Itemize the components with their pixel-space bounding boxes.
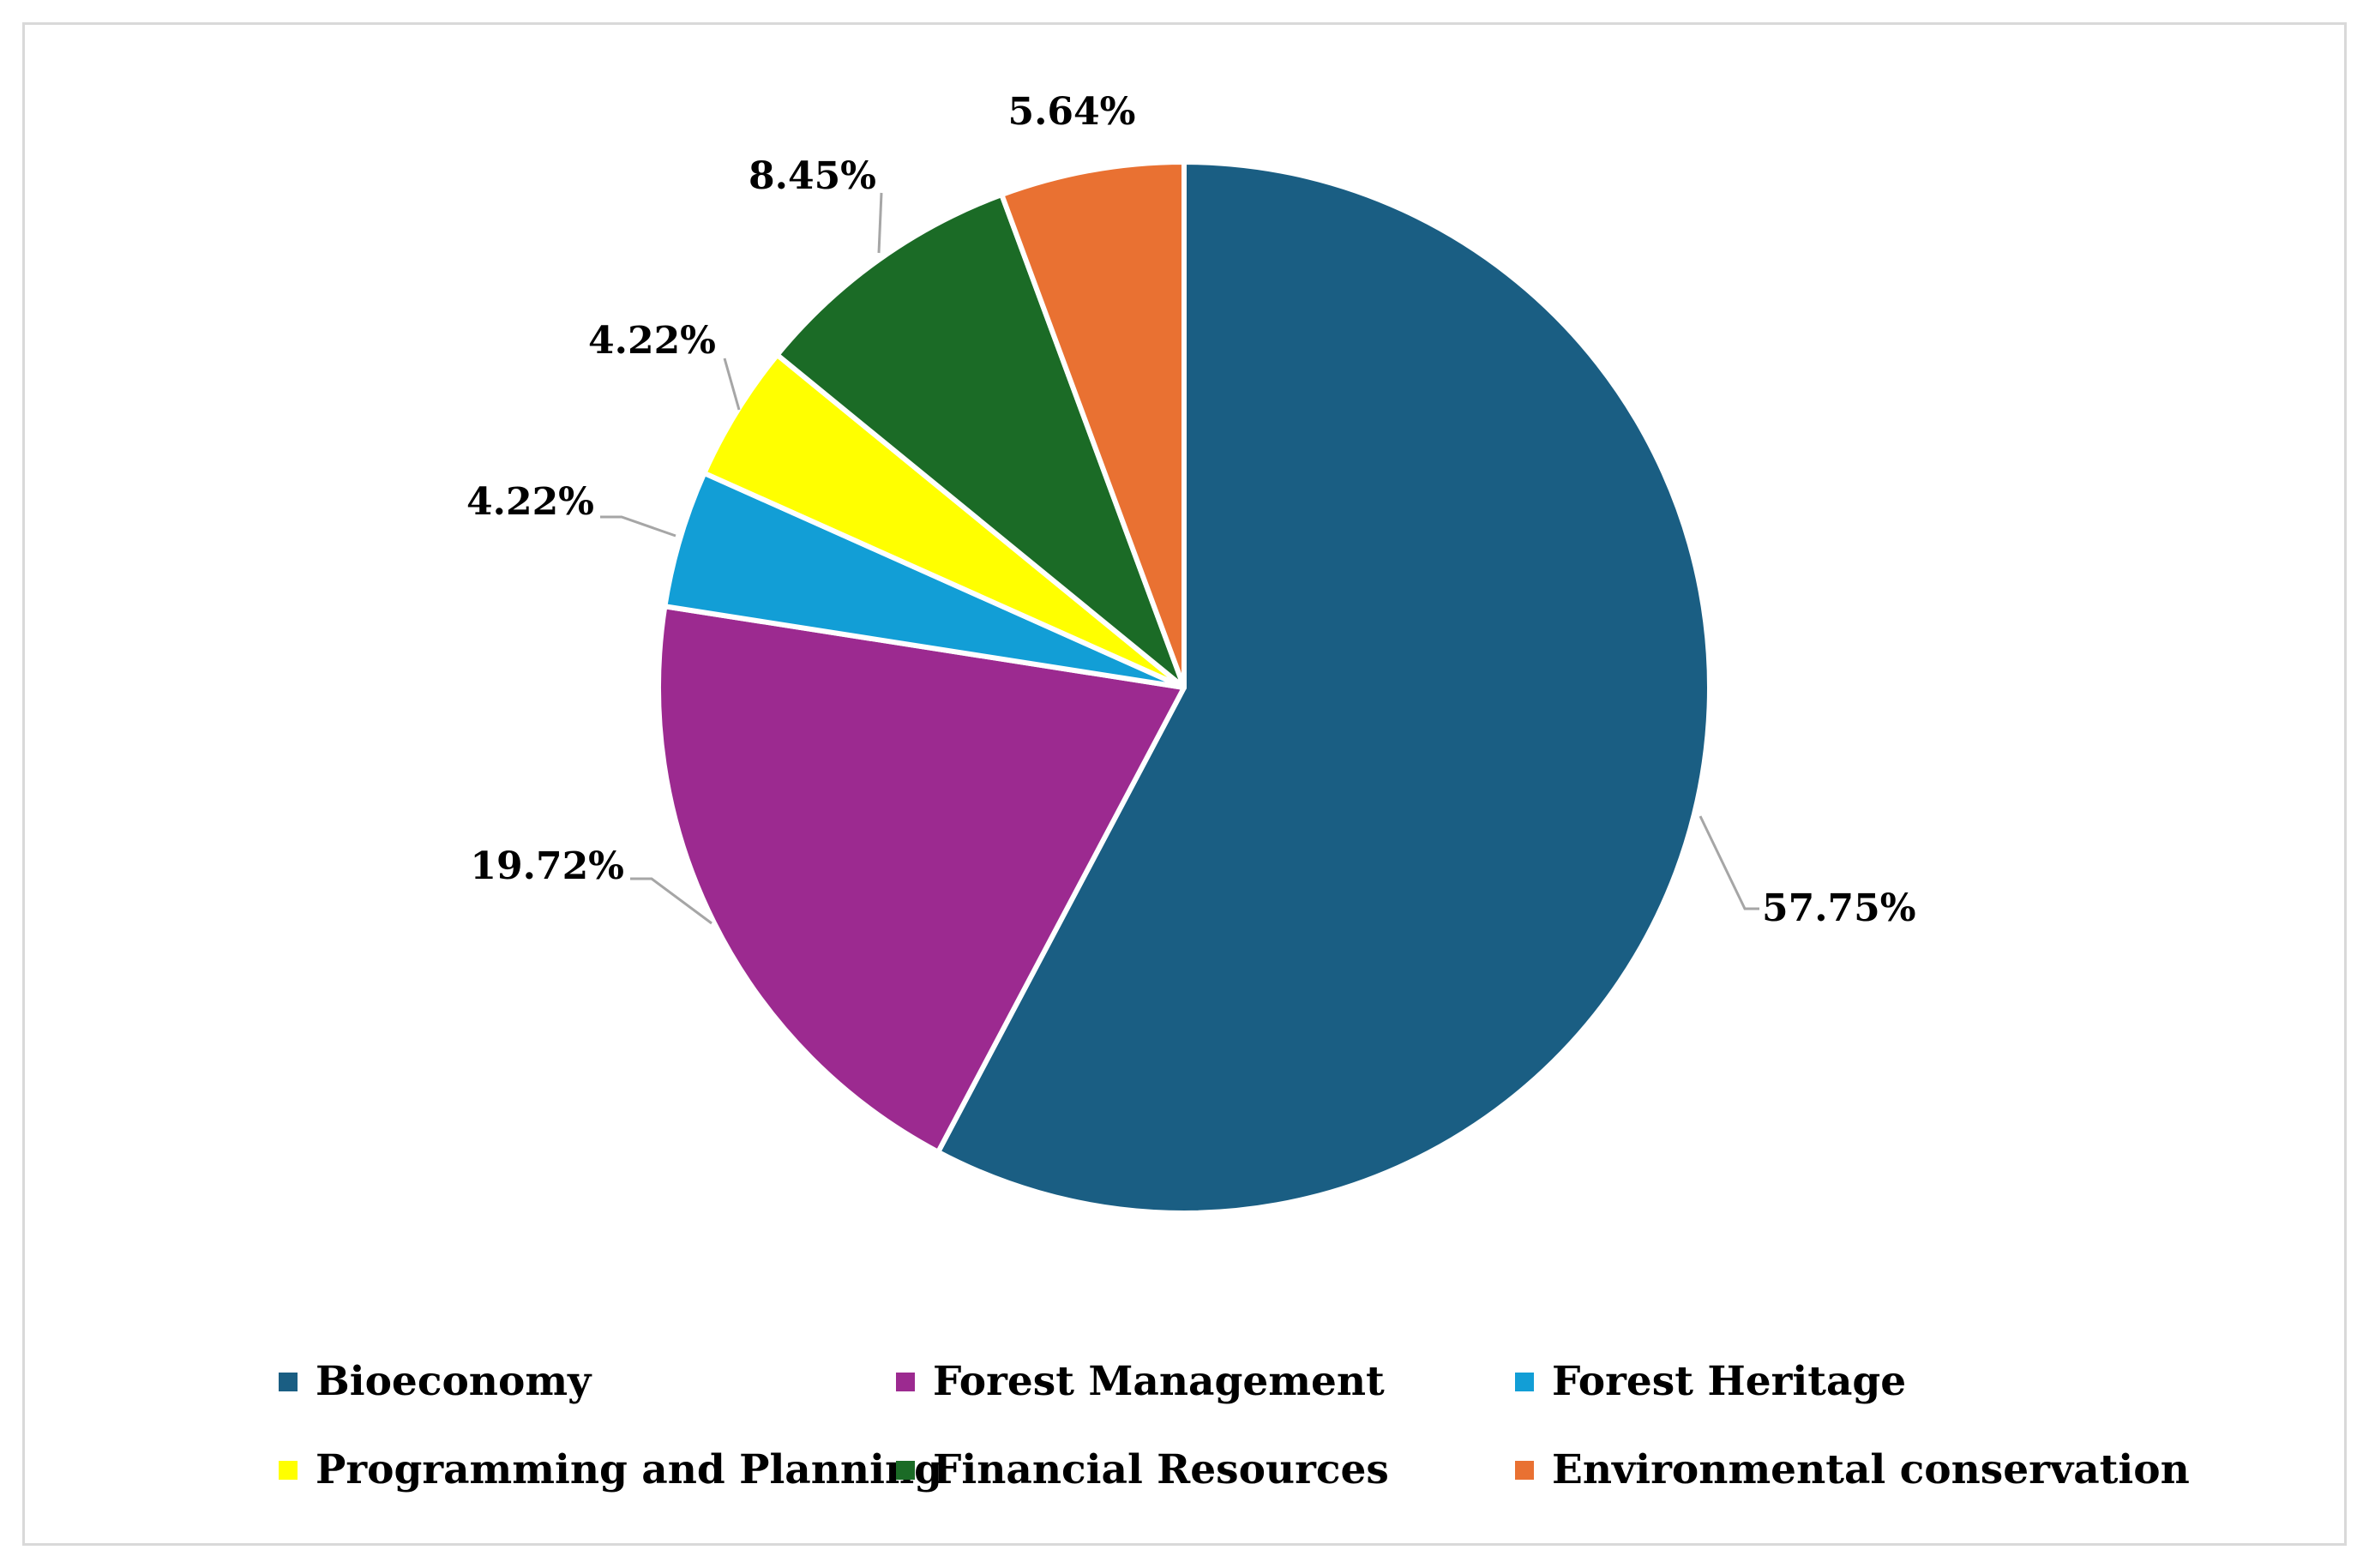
data-label: 57.75% — [1762, 886, 1916, 930]
legend-label: Forest Management — [933, 1358, 1385, 1405]
legend-item-bioeconomy: Bioeconomy — [279, 1358, 592, 1405]
pie-slice-environmental-conservation — [999, 159, 1187, 690]
legend-item-forest-management: Forest Management — [896, 1358, 1385, 1405]
legend-swatch — [279, 1461, 298, 1480]
pie-slice-bioeconomy — [935, 159, 1712, 1216]
pie-slice-financial-resources — [774, 192, 1187, 690]
legend-swatch — [1515, 1373, 1534, 1391]
legend: Bioeconomy Forest Management Forest Herita… — [279, 1358, 2190, 1493]
legend-label: Bioeconomy — [316, 1358, 592, 1405]
pie-slices — [656, 159, 1712, 1216]
legend-item-forest-heritage: Forest Heritage — [1515, 1358, 1906, 1405]
data-label: 5.64% — [1008, 90, 1136, 134]
data-label: 8.45% — [749, 154, 876, 198]
legend-swatch — [896, 1461, 915, 1480]
legend-swatch — [896, 1373, 915, 1391]
leader-lines — [600, 192, 1759, 925]
leader-line — [600, 515, 676, 538]
legend-swatch — [1515, 1461, 1534, 1480]
data-label: 19.72% — [470, 844, 624, 888]
leader-line — [630, 877, 713, 925]
leader-line — [877, 192, 883, 254]
legend-label: Financial Resources — [933, 1446, 1389, 1493]
legend-item-programming-and-planning: Programming and Planning — [279, 1446, 942, 1493]
legend-item-financial-resources: Financial Resources — [896, 1446, 1389, 1493]
leader-line — [723, 357, 741, 411]
data-label: 4.22% — [466, 480, 594, 524]
legend-label: Programming and Planning — [316, 1446, 942, 1493]
legend-label: Environmental conservation — [1552, 1446, 2190, 1493]
leader-line — [1699, 815, 1759, 910]
legend-label: Forest Heritage — [1552, 1358, 1906, 1405]
pie-slice-forest-management — [656, 604, 1187, 1155]
legend-item-environmental-conservation: Environmental conservation — [1515, 1446, 2190, 1493]
data-label: 4.22% — [588, 319, 716, 363]
legend-swatch — [279, 1373, 298, 1391]
data-labels: 57.75% 19.72% 4.22% 4.22% 8.45% 5.64% — [466, 90, 1916, 930]
